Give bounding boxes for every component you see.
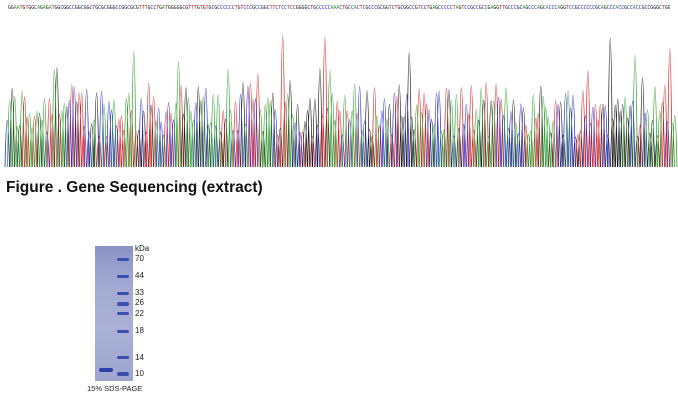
gel-footnote: 15% SDS-PAGE xyxy=(87,384,143,393)
ladder-band-33 xyxy=(117,292,129,295)
ladder-band-70 xyxy=(117,258,129,261)
ladder-band-44 xyxy=(117,275,129,278)
marker-label-18: 18 xyxy=(135,326,144,335)
chromatogram-trace xyxy=(4,35,678,168)
trace-3 xyxy=(7,51,678,168)
ladder-band-22 xyxy=(117,312,129,315)
figure-caption: Figure . Gene Sequencing (extract) xyxy=(6,179,263,196)
trace-1 xyxy=(22,35,673,168)
trace-2 xyxy=(4,85,670,168)
ladder-band-18 xyxy=(117,330,129,333)
sequence-text: GGAATGTGGCAGAGATGGCGGCCGGCGGCTGCGCGGGCCG… xyxy=(8,5,670,11)
marker-label-14: 14 xyxy=(135,353,144,362)
marker-label-26: 26 xyxy=(135,298,144,307)
marker-label-33: 33 xyxy=(135,288,144,297)
trace-0 xyxy=(9,38,660,168)
ladder-band-26 xyxy=(117,302,129,306)
marker-label-22: 22 xyxy=(135,309,144,318)
kda-unit-label: kDa xyxy=(135,244,150,253)
marker-label-44: 44 xyxy=(135,271,144,280)
sample-band xyxy=(99,368,113,372)
marker-label-70: 70 xyxy=(135,254,144,263)
ladder-band-14 xyxy=(117,356,129,359)
sds-page-gel xyxy=(95,246,133,381)
ladder-band-10 xyxy=(117,372,129,376)
marker-label-10: 10 xyxy=(135,369,144,378)
